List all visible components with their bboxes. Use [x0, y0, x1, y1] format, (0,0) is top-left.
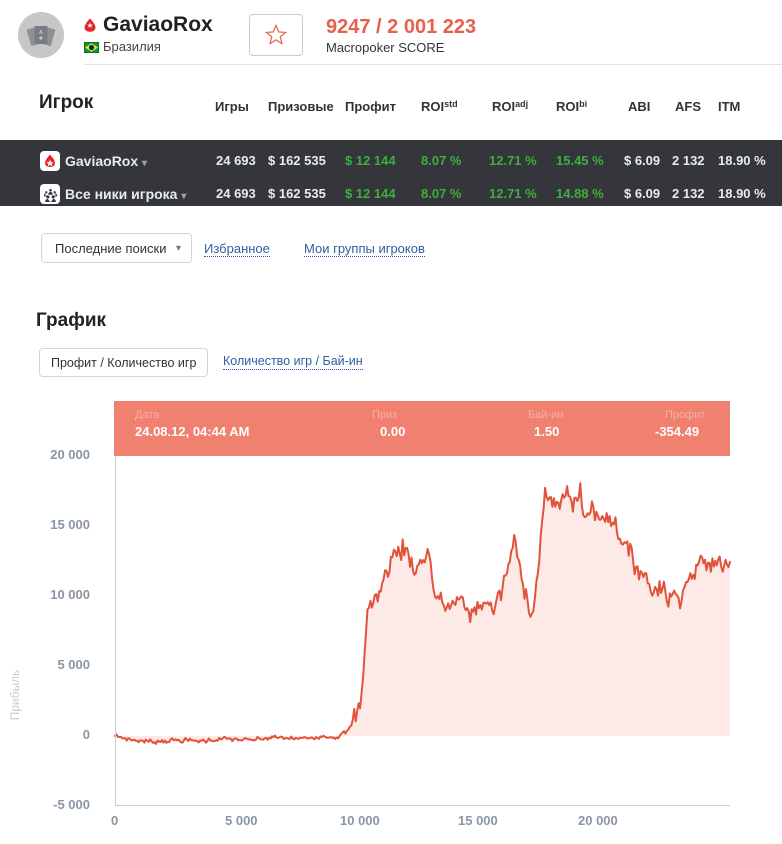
- svg-text:♠: ♠: [39, 33, 43, 42]
